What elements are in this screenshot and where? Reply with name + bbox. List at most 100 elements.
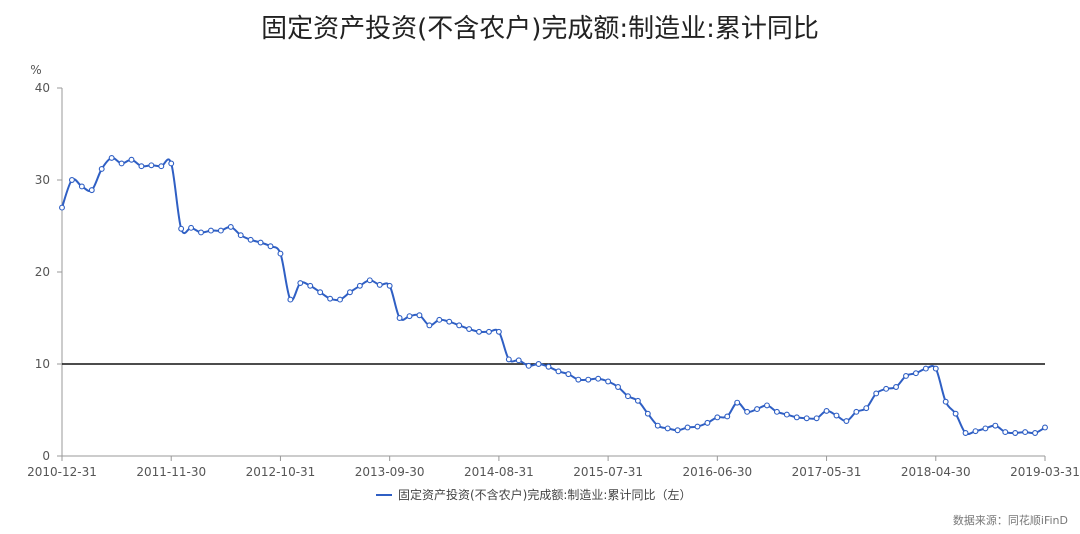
- data-point: [247, 236, 254, 243]
- data-point: [644, 410, 651, 417]
- data-point: [952, 410, 959, 417]
- data-point: [426, 322, 433, 329]
- data-point: [267, 243, 274, 250]
- data-point: [366, 277, 373, 284]
- y-tick-label: 30: [35, 173, 50, 187]
- data-point: [337, 296, 343, 303]
- data-point: [88, 187, 95, 194]
- data-point: [386, 282, 393, 289]
- data-point: [495, 328, 502, 335]
- data-point: [783, 411, 790, 418]
- data-point: [188, 224, 195, 231]
- data-point: [297, 280, 304, 286]
- x-tick-label: 2018-04-30: [901, 465, 971, 479]
- data-point: [833, 412, 840, 419]
- data-point: [704, 419, 711, 426]
- data-point: [396, 315, 403, 321]
- data-point: [436, 316, 443, 323]
- data-point: [59, 204, 65, 211]
- data-point: [456, 322, 463, 329]
- data-point: [744, 408, 751, 415]
- data-point: [585, 376, 592, 383]
- data-point: [287, 296, 294, 303]
- y-axis-ticks: 0 10 20 30 40: [35, 81, 62, 463]
- data-point: [823, 407, 830, 414]
- x-tick-label: 2014-08-31: [464, 465, 534, 479]
- data-point: [178, 225, 185, 232]
- y-tick-label: 20: [35, 265, 50, 279]
- chart-title: 固定资产投资(不含农户)完成额:制造业:累计同比: [261, 14, 819, 44]
- data-point: [694, 423, 701, 430]
- data-point: [545, 363, 552, 370]
- x-tick-label: 2012-10-31: [246, 465, 316, 479]
- data-point: [942, 398, 949, 405]
- x-tick-label: 2017-05-31: [792, 465, 862, 479]
- data-point: [317, 289, 324, 296]
- data-point: [356, 282, 363, 289]
- data-point: [98, 166, 105, 172]
- data-point: [535, 361, 542, 367]
- data-point: [922, 365, 929, 372]
- data-point: [992, 422, 999, 429]
- data-point: [903, 373, 909, 379]
- data-point: [148, 162, 155, 169]
- legend: 固定资产投资(不含农户)完成额:制造业:累计同比（左）: [376, 487, 691, 502]
- axes: %: [30, 63, 1045, 457]
- data-point: [525, 362, 532, 369]
- data-point: [932, 365, 939, 372]
- data-point: [893, 384, 900, 390]
- x-axis-ticks: 2010-12-31 2011-11-30 2012-10-31 2013-09-30…: [27, 456, 1080, 479]
- data-point: [754, 406, 761, 413]
- x-tick-label: 2013-09-30: [355, 465, 425, 479]
- series-group: [59, 154, 1048, 436]
- data-point: [158, 163, 165, 170]
- data-point: [327, 295, 334, 302]
- data-point: [198, 229, 204, 236]
- data-point: [654, 422, 661, 429]
- y-tick-label: 0: [42, 449, 50, 463]
- data-point: [565, 371, 572, 378]
- data-point: [595, 375, 602, 382]
- data-point: [466, 326, 473, 332]
- data-point: [972, 428, 979, 435]
- data-point: [346, 289, 353, 296]
- data-point: [684, 424, 691, 431]
- data-point: [773, 408, 780, 415]
- data-point: [376, 281, 383, 288]
- data-point: [813, 415, 820, 422]
- data-point: [724, 413, 731, 420]
- data-point: [625, 393, 631, 400]
- series-line: [61, 156, 1046, 436]
- y-axis-unit: %: [30, 63, 41, 77]
- data-point: [1022, 429, 1029, 436]
- data-point: [406, 313, 413, 320]
- data-point: [307, 282, 314, 289]
- data-point: [555, 368, 562, 375]
- data-point: [883, 385, 890, 392]
- y-tick-label: 40: [35, 81, 50, 95]
- data-point: [615, 384, 621, 390]
- data-point: [803, 415, 810, 422]
- data-point: [1032, 430, 1039, 436]
- data-point: [486, 328, 492, 335]
- data-point: [416, 312, 423, 319]
- data-point: [1012, 430, 1019, 436]
- data-point: [843, 418, 850, 424]
- data-point: [863, 405, 870, 412]
- data-point: [962, 430, 969, 436]
- data-point: [793, 414, 800, 421]
- data-point: [446, 318, 453, 325]
- data-point: [277, 250, 284, 257]
- data-point: [664, 425, 671, 432]
- x-tick-label: 2019-03-31: [1010, 465, 1080, 479]
- data-point: [476, 328, 482, 335]
- data-point: [217, 227, 224, 234]
- data-point: [505, 356, 512, 363]
- data-point: [257, 239, 264, 246]
- data-point: [68, 177, 75, 183]
- data-point: [853, 408, 860, 415]
- data-point: [237, 232, 244, 239]
- data-point: [227, 223, 234, 230]
- data-point: [138, 163, 145, 170]
